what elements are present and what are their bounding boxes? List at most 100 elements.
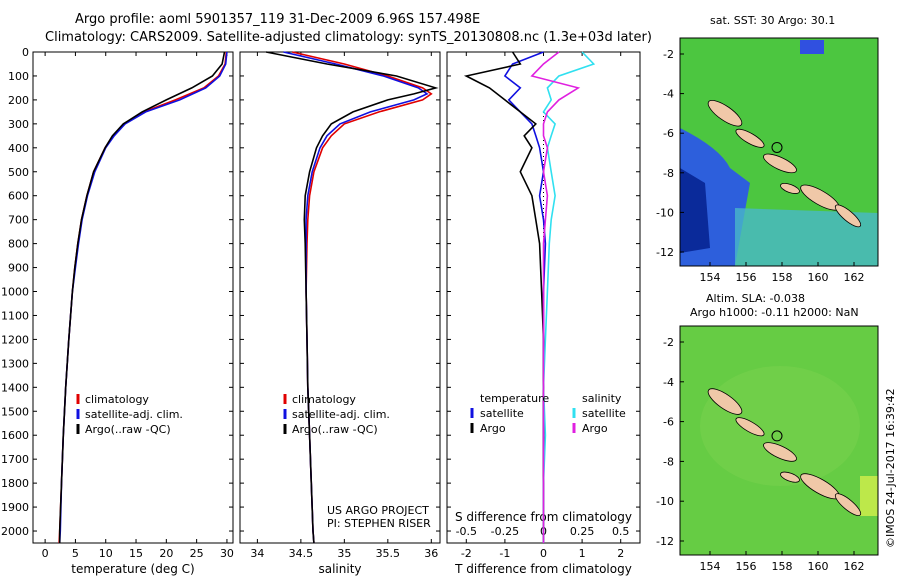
map-x-tick-label: 162 xyxy=(844,560,865,573)
imos-footer: ©IMOS 24-Jul-2017 16:39:42 xyxy=(884,388,897,548)
legend-heading: salinity xyxy=(582,392,622,405)
x-axis-label: T difference from climatology xyxy=(454,562,632,576)
legend-entry: satellite-adj. clim. xyxy=(292,408,390,421)
series-line-satellite-adj-clim- xyxy=(283,51,429,544)
legend-entry: satellite-adj. clim. xyxy=(85,408,183,421)
x2-tick-label: 0.5 xyxy=(612,525,630,538)
x-tick-label: -1 xyxy=(499,547,510,560)
series-line-argo-raw-qc- xyxy=(265,51,439,544)
island xyxy=(735,128,765,148)
series-line-satellite-adj-clim- xyxy=(58,51,228,544)
island xyxy=(780,182,800,194)
map-y-tick-label: -6 xyxy=(663,127,674,140)
y-tick-label: 0 xyxy=(22,46,29,59)
map-x-tick-label: 158 xyxy=(772,271,793,284)
legend-entry: satellite xyxy=(480,407,524,420)
y-tick-label: 1400 xyxy=(1,381,29,394)
x2-tick-label: 0.25 xyxy=(570,525,595,538)
y-tick-label: 800 xyxy=(8,238,29,251)
cool-water-region xyxy=(735,208,878,266)
map-y-tick-label: -6 xyxy=(663,416,674,429)
legend-entry: Argo xyxy=(480,422,506,435)
x-tick-label: 20 xyxy=(159,547,173,560)
y-tick-label: 1000 xyxy=(1,286,29,299)
y-tick-label: 700 xyxy=(8,214,29,227)
y-tick-label: 400 xyxy=(8,142,29,155)
island xyxy=(707,388,743,415)
x-tick-label: 35.5 xyxy=(376,547,401,560)
x2-tick-label: -0.25 xyxy=(491,525,519,538)
legend-entry: Argo xyxy=(582,422,608,435)
map-y-tick-label: -2 xyxy=(663,336,674,349)
x-tick-label: 2 xyxy=(617,547,624,560)
island xyxy=(763,442,797,462)
x-tick-label: 35 xyxy=(337,547,351,560)
map-y-tick-label: -12 xyxy=(656,246,674,259)
annotation-text: PI: STEPHEN RISER xyxy=(327,517,431,530)
map-y-tick-label: -10 xyxy=(656,206,674,219)
series-line-temperature-satellite xyxy=(503,51,547,543)
map-x-tick-label: 160 xyxy=(808,560,829,573)
x-tick-label: 0 xyxy=(42,547,49,560)
map-y-tick-label: -8 xyxy=(663,455,674,468)
sla-region xyxy=(700,366,860,486)
island xyxy=(834,204,862,228)
map-y-tick-label: -4 xyxy=(663,88,674,101)
salinity-panel: 34 34.5 35 35.5 36 salinity climatology satelli… xyxy=(239,51,441,576)
map-y-tick-label: -2 xyxy=(663,48,674,61)
island xyxy=(707,100,743,127)
deep-cold-region xyxy=(680,168,710,253)
map-frame xyxy=(679,325,879,556)
x-tick-label: 30 xyxy=(220,547,234,560)
difference-panel: -2 -1 0 1 2 T difference from climatology -0.5… xyxy=(446,51,641,576)
cloud-gap-patch xyxy=(800,40,824,54)
x-axis-label: salinity xyxy=(318,562,361,576)
y-tick-label: 2000 xyxy=(1,525,29,538)
island xyxy=(763,153,797,174)
x-tick-label: 15 xyxy=(129,547,143,560)
map-panels: -2 -4 -6 -8 -10 -12 154 156 158 160 162 -2 -4 -6 -8 -10… xyxy=(656,37,879,573)
legend-entry: climatology xyxy=(292,393,356,406)
map-x-tick-label: 156 xyxy=(736,560,757,573)
map-x-tick-label: 154 xyxy=(700,560,721,573)
series-line-argo-raw-qc- xyxy=(58,51,226,543)
x-tick-label: -2 xyxy=(461,547,472,560)
map-x-tick-label: 154 xyxy=(700,271,721,284)
sst-map-title: sat. SST: 30 Argo: 30.1 xyxy=(710,14,836,27)
y-tick-label: 1200 xyxy=(1,333,29,346)
series-line-climatology xyxy=(58,51,228,544)
x-tick-label: 34 xyxy=(250,547,264,560)
argo-location-marker xyxy=(771,430,783,442)
map-x-tick-label: 162 xyxy=(844,271,865,284)
sla-map-subtitle: Argo h1000: -0.11 h2000: NaN xyxy=(690,306,859,319)
island xyxy=(735,417,765,437)
x-tick-label: 25 xyxy=(190,547,204,560)
map-y-tick-label: -10 xyxy=(656,495,674,508)
legend-entry: Argo(..raw -QC) xyxy=(292,423,378,436)
sla-map: -2 -4 -6 -8 -10 -12 154 156 158 160 162 xyxy=(656,325,879,573)
y-tick-label: 900 xyxy=(8,262,29,275)
map-x-tick-label: 156 xyxy=(736,271,757,284)
y-tick-label: 600 xyxy=(8,190,29,203)
y-tick-label: 1800 xyxy=(1,477,29,490)
y-tick-label: 100 xyxy=(8,70,29,83)
y-tick-label: 500 xyxy=(8,166,29,179)
map-y-tick-label: -4 xyxy=(663,376,674,389)
x-tick-label: 5 xyxy=(72,547,79,560)
x2-tick-label: -0.5 xyxy=(456,525,477,538)
sla-high-region xyxy=(860,476,878,516)
sla-map-title: Altim. SLA: -0.038 xyxy=(706,292,806,305)
axes-box xyxy=(32,51,234,544)
y-tick-label: 1700 xyxy=(1,453,29,466)
legend-entry: satellite xyxy=(582,407,626,420)
series-line-salinity-argo xyxy=(530,51,581,543)
island xyxy=(780,471,800,483)
y-tick-label: 200 xyxy=(8,94,29,107)
map-x-tick-label: 158 xyxy=(772,560,793,573)
x-axis-label: temperature (deg C) xyxy=(71,562,194,576)
map-x-tick-label: 160 xyxy=(808,271,829,284)
temperature-panel: 0100200300400500600700800900100011001200… xyxy=(1,46,234,576)
figure-title-line2: Climatology: CARS2009. Satellite-adjuste… xyxy=(45,30,652,45)
legend-heading: temperature xyxy=(480,392,549,405)
y-tick-label: 300 xyxy=(8,118,29,131)
